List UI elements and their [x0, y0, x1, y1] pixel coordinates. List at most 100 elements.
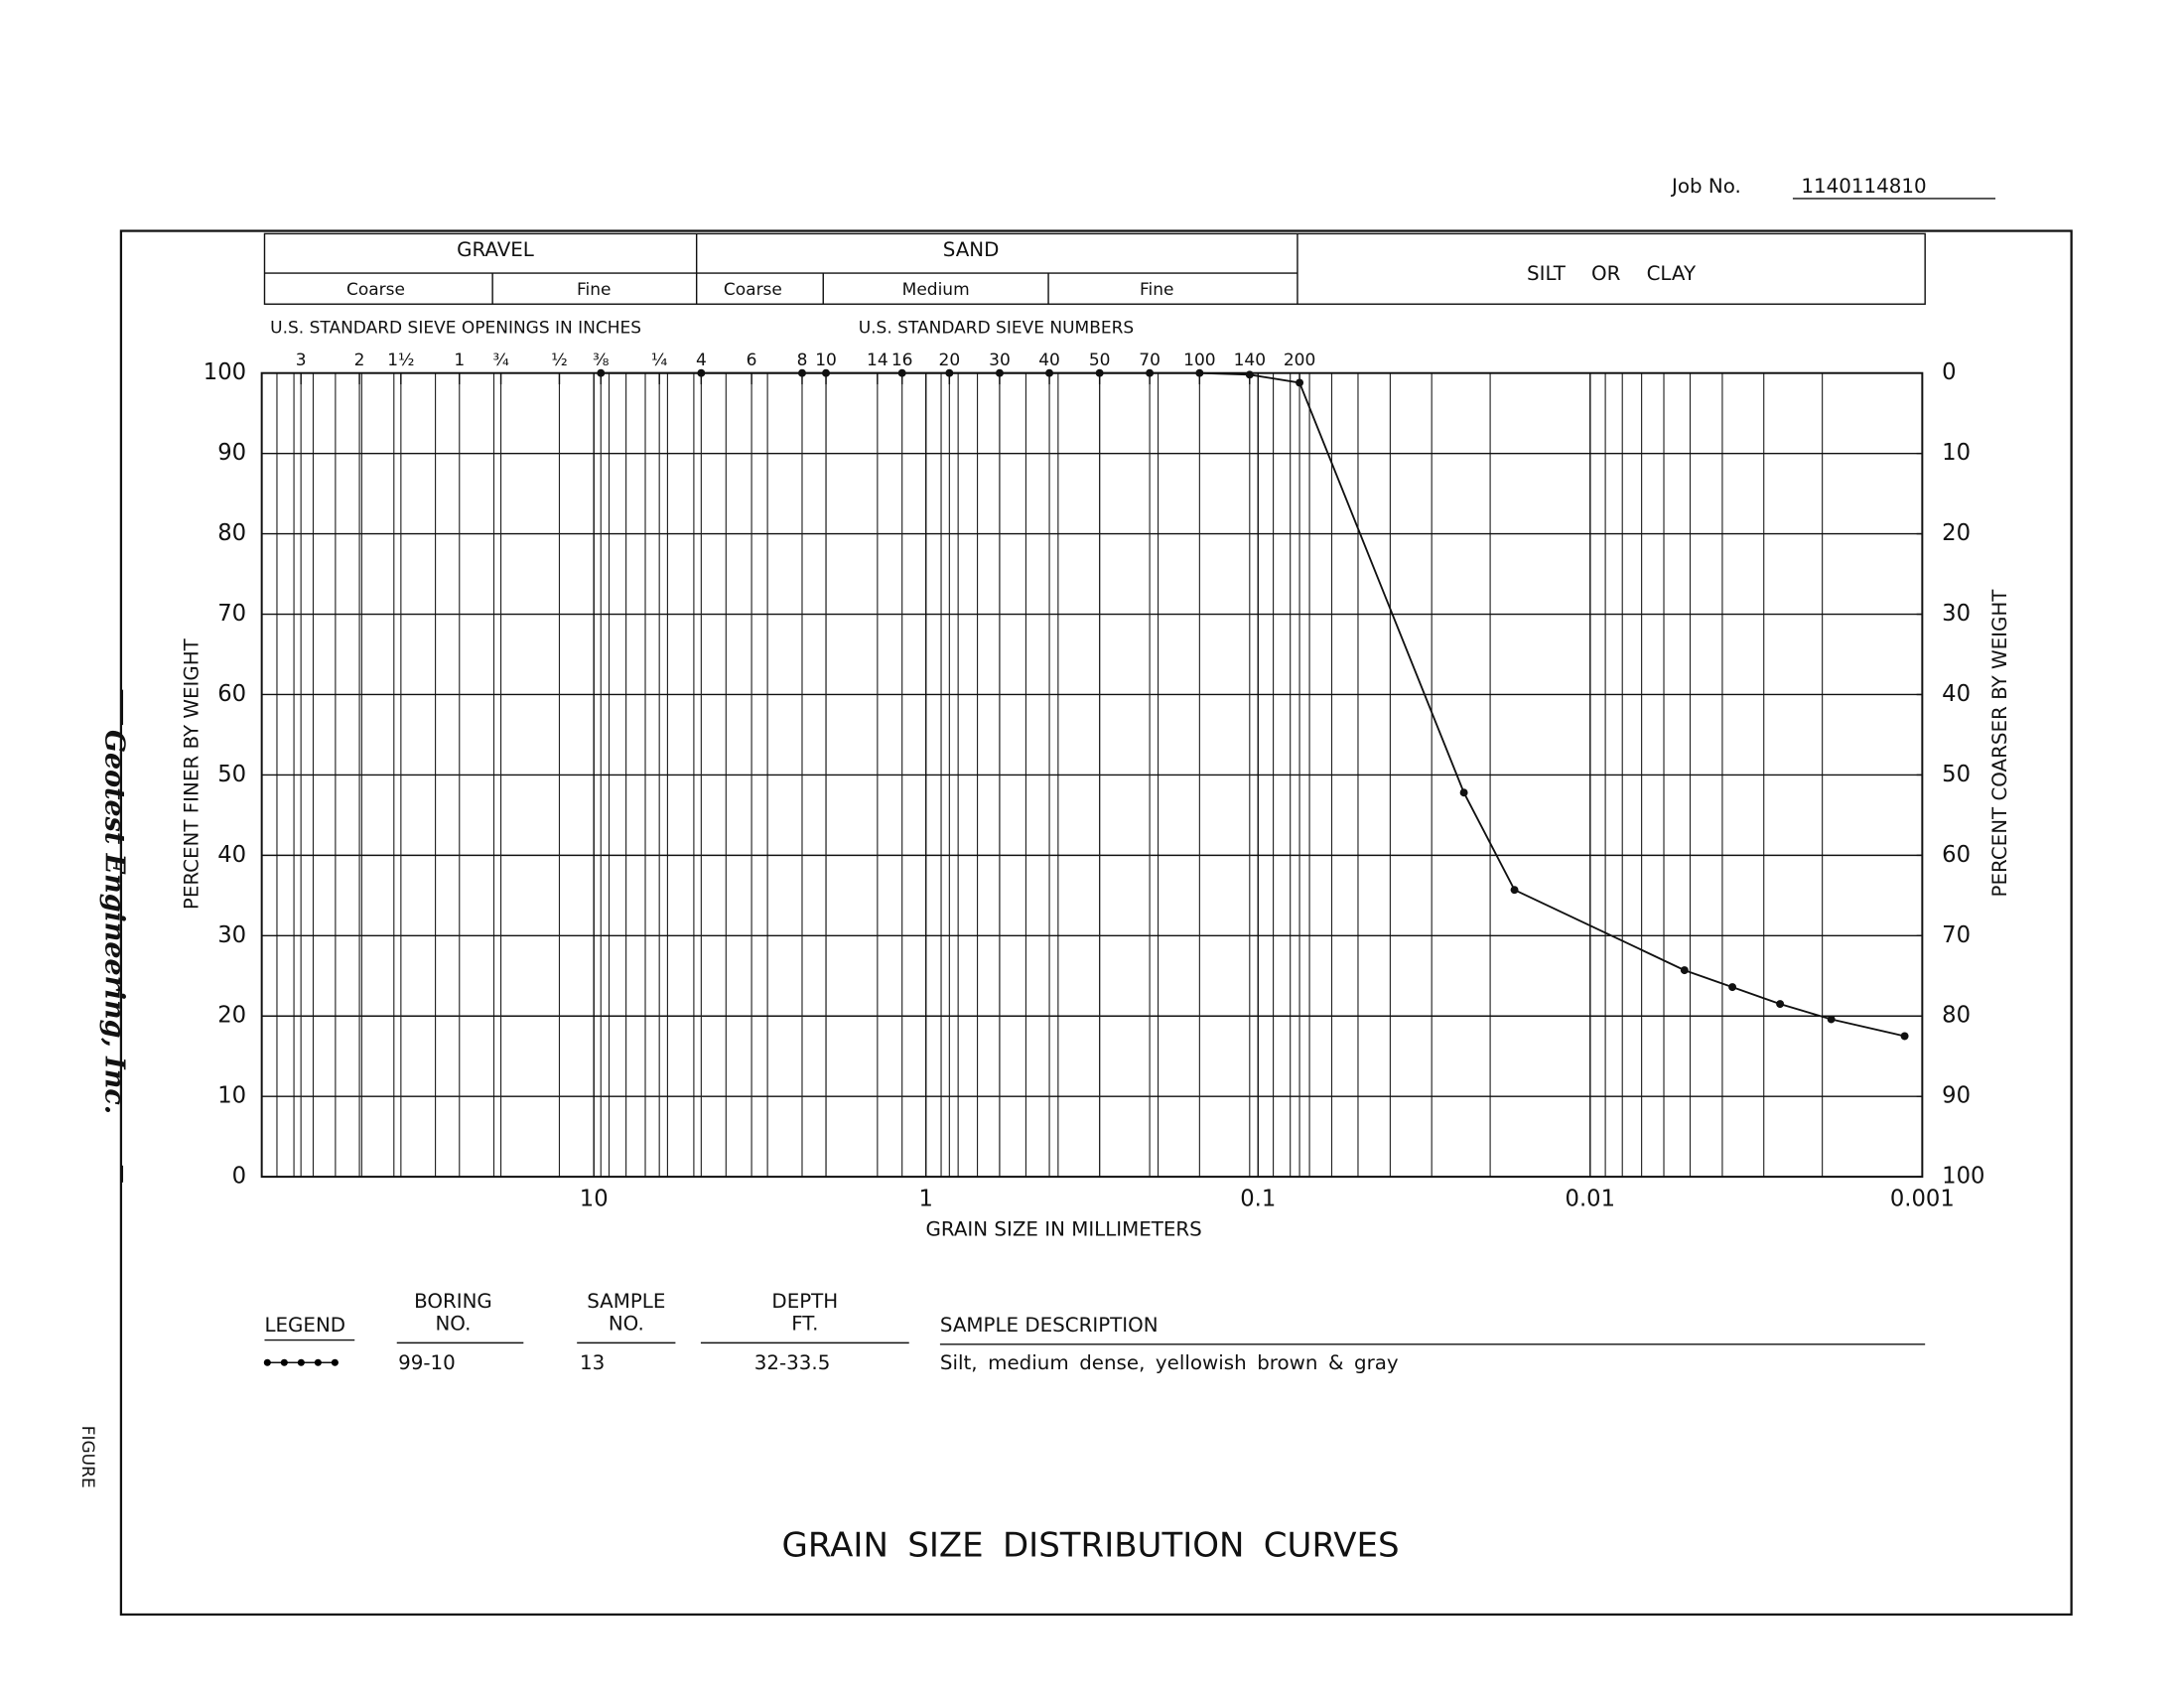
data-point [1045, 368, 1054, 377]
sample-header: SAMPLE [587, 1290, 665, 1313]
sieve-tick-label: ½ [551, 351, 567, 370]
sieve-tick-label: 3 [296, 351, 307, 370]
sieve-tick-label: 1½ [387, 351, 414, 370]
sieve-tick-label: 4 [696, 351, 707, 370]
sieve-tick-label: 200 [1284, 351, 1315, 370]
legend-table: LEGEND BORING NO. SAMPLE NO. DEPTH FT. S… [263, 1290, 1926, 1374]
sieve-tick-label: 8 [797, 351, 808, 370]
header-sand-coarse: Coarse [724, 280, 782, 300]
sieve-openings-title: U.S. STANDARD SIEVE OPENINGS IN INCHES [270, 318, 641, 338]
header-silt-clay: SILT OR CLAY [1527, 262, 1697, 285]
sheet-frame [119, 229, 2073, 1617]
legend-dot [314, 1358, 322, 1366]
x-tick-label: 1 [919, 1186, 933, 1211]
job-label: Job No. [1670, 175, 1741, 198]
y-tick-label: 100 [204, 359, 246, 385]
legend-symbol [263, 1358, 339, 1366]
figure-label: FIGURE [77, 1426, 97, 1488]
header-gravel-coarse: Coarse [346, 280, 405, 300]
data-point [1195, 368, 1204, 377]
data-point [1296, 378, 1304, 387]
data-point [1728, 983, 1737, 992]
sieve-tick-label: 6 [747, 351, 757, 370]
data-point [822, 368, 830, 377]
header-sand: SAND [943, 238, 1000, 261]
job-number: 1140114810 [1801, 175, 1926, 198]
y-tick-label: 0 [232, 1164, 246, 1190]
data-point [1245, 370, 1254, 379]
sieve-numbers-title: U.S. STANDARD SIEVE NUMBERS [859, 318, 1135, 338]
y-tick-label: 80 [217, 520, 246, 546]
data-point [1900, 1032, 1909, 1041]
boring-value: 99-10 [398, 1351, 456, 1374]
x-tick-label: 0.01 [1566, 1186, 1615, 1211]
sieve-tick-label: 100 [1183, 351, 1215, 370]
sieve-tick-label: 14 [867, 351, 888, 370]
header-box [263, 232, 1926, 305]
y2-axis-title: PERCENT COARSER BY WEIGHT [1988, 589, 2011, 898]
depth-value: 32-33.5 [754, 1351, 831, 1374]
y2-tick-label: 80 [1942, 1003, 1971, 1029]
data-point [1827, 1015, 1836, 1024]
sieve-tick-label: 1 [454, 351, 465, 370]
sample-header: NO. [609, 1312, 644, 1335]
legend-dot [297, 1358, 305, 1366]
y-tick-label: 10 [217, 1083, 246, 1109]
legend-header: LEGEND [264, 1314, 345, 1337]
sieve-tick-label: 50 [1089, 351, 1111, 370]
y2-tick-label: 60 [1942, 842, 1971, 868]
x-axis-title: GRAIN SIZE IN MILLIMETERS [926, 1217, 1202, 1240]
x-tick-label: 0.1 [1240, 1186, 1276, 1211]
data-point [798, 368, 806, 377]
sieve-tick-label: 30 [989, 351, 1011, 370]
sieve-tick-label: 16 [891, 351, 913, 370]
y2-tick-label: 40 [1942, 681, 1971, 707]
data-point [1095, 368, 1104, 377]
y2-tick-label: 70 [1942, 922, 1971, 948]
sieve-tick-label: 10 [815, 351, 837, 370]
data-point [945, 368, 954, 377]
y-tick-label: 30 [217, 922, 246, 948]
depth-header: DEPTH [771, 1290, 838, 1313]
depth-header: FT. [791, 1312, 818, 1335]
y2-tick-label: 10 [1942, 440, 1971, 466]
data-point [697, 368, 706, 377]
y2-tick-label: 20 [1942, 520, 1971, 546]
y2-tick-label: 0 [1942, 359, 1956, 385]
legend-dot [331, 1358, 339, 1366]
y-axis-title: PERCENT FINER BY WEIGHT [181, 637, 204, 910]
chart-title: GRAIN SIZE DISTRIBUTION CURVES [782, 1525, 1400, 1565]
description-header: SAMPLE DESCRIPTION [940, 1314, 1159, 1337]
sieve-tick-label: ¾ [492, 351, 508, 370]
y-tick-label: 90 [217, 440, 246, 466]
y-tick-label: 60 [217, 681, 246, 707]
boring-header: NO. [435, 1312, 471, 1335]
sieve-tick-label: ¼ [651, 351, 667, 370]
plot: 0 10 20 30 40 50 60 70 80 90 100 0 10 20 30 40 50 60 70 80 9… [204, 351, 1985, 1211]
sieve-tick-label: 140 [1234, 351, 1266, 370]
data-point [1776, 1000, 1785, 1009]
header-gravel-fine: Fine [577, 280, 612, 300]
y2-tick-label: 30 [1942, 601, 1971, 627]
boring-header: BORING [414, 1290, 492, 1313]
header-gravel: GRAVEL [457, 238, 534, 261]
legend-dot [263, 1358, 271, 1366]
data-point [1459, 788, 1468, 797]
sieve-tick-label: 2 [354, 351, 365, 370]
y-tick-label: 40 [217, 842, 246, 868]
sample-value: 13 [580, 1351, 605, 1374]
sieve-tick-label: 20 [939, 351, 961, 370]
data-point [1680, 966, 1689, 975]
company-name: Geotest Engineering, Inc. [98, 730, 129, 1114]
legend-dot [280, 1358, 288, 1366]
y2-tick-label: 90 [1942, 1083, 1971, 1109]
sieve-tick-label: 40 [1038, 351, 1060, 370]
data-point [1146, 368, 1155, 377]
description-value: Silt, medium dense, yellowish brown & gr… [940, 1351, 1399, 1374]
data-point [1510, 886, 1519, 895]
y2-tick-label: 50 [1942, 762, 1971, 787]
y-tick-label: 50 [217, 762, 246, 787]
x-tick-label: 10 [580, 1186, 609, 1211]
